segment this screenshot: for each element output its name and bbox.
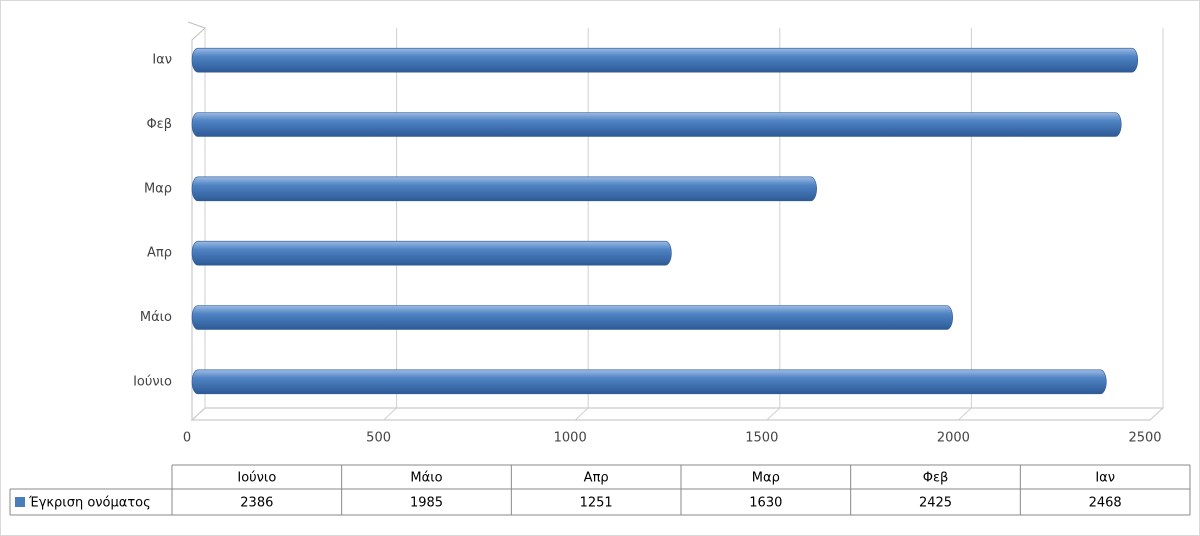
table-header: Ιαν	[1095, 471, 1115, 486]
x-tick-label: 2500	[1128, 431, 1161, 446]
grid-floor	[574, 407, 589, 421]
x-tick-label: 500	[366, 431, 391, 446]
table-header: Ιούνιο	[237, 471, 276, 486]
table-header: Απρ	[584, 471, 609, 486]
y-tick-label: Μαρ	[144, 181, 172, 196]
bar	[191, 112, 1122, 137]
table-header: Φεβ	[923, 471, 949, 486]
top-left-edge	[187, 21, 206, 29]
bar	[191, 47, 1139, 73]
x-tick-label: 0	[183, 431, 191, 446]
table-value: 1985	[410, 496, 443, 511]
table-header: Μαρ	[752, 471, 780, 486]
y-tick-label: Ιαν	[152, 53, 172, 68]
grid-floor	[1149, 407, 1164, 421]
grid-floor	[383, 407, 397, 421]
bar	[191, 369, 1107, 395]
table-value: 1630	[749, 496, 782, 511]
y-tick-label: Απρ	[147, 246, 172, 261]
x-tick-label: 2000	[937, 431, 970, 446]
bar	[191, 305, 953, 330]
table-value: 2468	[1089, 496, 1122, 511]
table-value: 2386	[240, 496, 273, 511]
bar	[191, 240, 672, 266]
x-tick-label: 1500	[745, 431, 778, 446]
bar	[191, 176, 817, 202]
data-table: Έγκριση ονόματος Ιούνιο 2386 Μάιο 1985 Απρ 125…	[9, 464, 1191, 516]
table-value: 1251	[580, 496, 613, 511]
table-header: Μάιο	[410, 471, 442, 486]
grid-floor	[958, 407, 972, 421]
y-tick-label: Μάιο	[140, 310, 172, 325]
legend-key	[15, 497, 25, 507]
x-tick-label: 1000	[554, 431, 587, 446]
legend-label: Έγκριση ονόματος	[28, 496, 151, 511]
grid-floor	[766, 407, 781, 421]
grid-floor	[191, 407, 206, 421]
y-tick-label: Φεβ	[146, 117, 172, 132]
table-value: 2425	[919, 496, 952, 511]
y-tick-label: Ιούνιο	[133, 374, 172, 389]
